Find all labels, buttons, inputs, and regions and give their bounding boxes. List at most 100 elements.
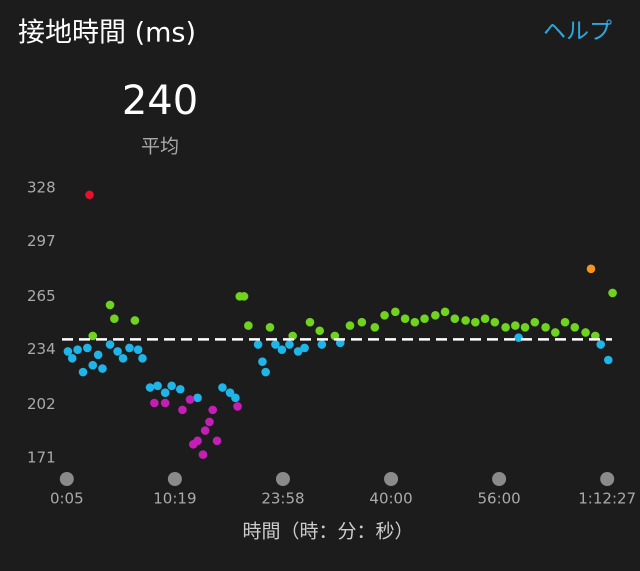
data-point (586, 264, 596, 274)
data-point (285, 340, 294, 349)
data-point (603, 355, 613, 365)
data-point (193, 436, 202, 446)
data-point (110, 314, 119, 324)
data-point (520, 323, 530, 332)
data-point (178, 405, 187, 415)
y-tick-label: 202 (27, 395, 56, 413)
y-tick-label: 297 (27, 232, 56, 250)
data-point (239, 292, 249, 301)
data-point (335, 338, 345, 348)
data-point (511, 321, 520, 330)
data-point (420, 314, 429, 324)
data-point (253, 340, 263, 349)
data-point (305, 317, 315, 327)
x-tick-label: 56:00 (477, 490, 520, 508)
data-point (560, 317, 570, 327)
data-point (231, 393, 240, 403)
data-point (293, 347, 303, 356)
y-tick-label: 234 (27, 340, 56, 358)
data-point (160, 398, 170, 408)
data-point (357, 317, 367, 327)
x-tick-dot (275, 472, 290, 486)
data-point (133, 345, 143, 354)
data-point (105, 300, 115, 310)
data-point (85, 190, 94, 200)
data-point (212, 436, 222, 446)
data-point (490, 317, 500, 327)
x-tick-dot (167, 472, 182, 486)
data-point (400, 314, 410, 324)
data-point (541, 323, 550, 332)
x-tick-label: 1:12:27 (578, 490, 636, 508)
data-point (461, 316, 470, 325)
x-tick-label: 0:05 (50, 490, 84, 508)
x-tick-label: 23:58 (261, 490, 304, 508)
data-point (200, 426, 210, 435)
data-point (233, 402, 242, 411)
y-tick-label: 328 (27, 179, 56, 197)
data-point (345, 321, 355, 330)
average-value: 240 (122, 78, 198, 124)
data-point (83, 343, 92, 353)
data-point (167, 381, 176, 391)
data-point (113, 347, 122, 356)
average-label: 平均 (141, 136, 179, 158)
y-tick-label: 171 (27, 449, 56, 467)
data-point (300, 343, 309, 353)
data-point (198, 450, 208, 459)
data-point (138, 353, 147, 363)
data-point (175, 384, 185, 394)
data-point (440, 307, 450, 317)
data-point (125, 343, 134, 353)
data-point (277, 345, 287, 354)
data-point (130, 316, 140, 325)
data-point (570, 323, 580, 332)
x-tick-label: 10:19 (153, 490, 196, 508)
data-point (315, 326, 325, 336)
data-point (88, 331, 98, 341)
y-tick-label: 265 (27, 287, 56, 305)
help-link[interactable]: ヘルプ (543, 19, 612, 45)
data-point (193, 393, 202, 403)
data-point (288, 331, 297, 341)
data-point (258, 357, 267, 367)
data-point (63, 347, 73, 356)
data-point (78, 367, 88, 377)
data-point (581, 328, 590, 337)
data-point (205, 417, 214, 427)
data-point (145, 383, 155, 392)
x-tick-label: 40:00 (369, 490, 412, 508)
data-point (93, 350, 103, 360)
x-tick-dot (384, 472, 399, 486)
page-title: 接地時間 (ms) (18, 18, 196, 49)
data-point (244, 321, 253, 330)
data-point (514, 333, 523, 342)
data-point (225, 388, 235, 397)
data-point (160, 388, 170, 397)
data-point (330, 331, 340, 341)
x-tick-dot (600, 472, 615, 486)
x-axis-label: 時間（時：分：秒） (242, 521, 413, 543)
data-point (67, 353, 77, 363)
data-point (118, 353, 128, 363)
x-tick-dot (59, 472, 74, 486)
data-point (471, 317, 480, 327)
data-point (153, 381, 162, 391)
data-point (501, 323, 510, 332)
data-point (370, 323, 380, 332)
data-point (261, 367, 270, 377)
data-point (317, 340, 327, 349)
data-point (591, 331, 600, 341)
data-point (410, 317, 420, 327)
data-point (88, 360, 98, 370)
data-point (431, 310, 440, 320)
data-point (185, 395, 195, 404)
data-point (208, 405, 218, 415)
data-point (391, 307, 400, 317)
x-tick-dot (492, 472, 507, 486)
data-point (98, 364, 107, 373)
data-point (530, 317, 540, 327)
data-point (265, 323, 275, 332)
